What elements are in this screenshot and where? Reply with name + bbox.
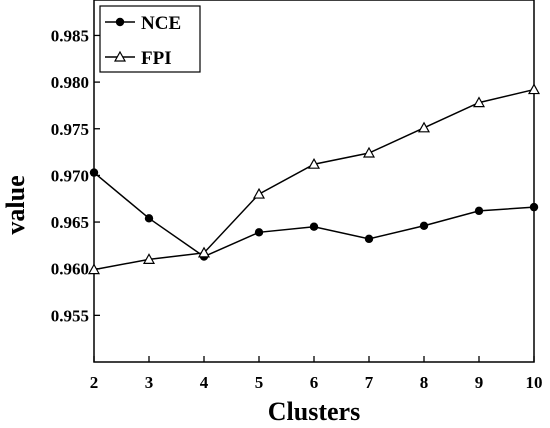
legend-fpi-marker — [113, 50, 127, 62]
x-tick-label: 6 — [310, 373, 319, 392]
x-tick-label: 5 — [255, 373, 264, 392]
y-tick-label: 0.975 — [51, 120, 89, 139]
legend-item-fpi: FPI — [105, 48, 172, 69]
point-fpi — [362, 146, 376, 158]
point-fpi — [527, 83, 541, 95]
x-tick-label: 9 — [475, 373, 484, 392]
legend-nce-label: NCE — [141, 13, 181, 34]
point-nce — [144, 214, 154, 223]
x-tick-label: 10 — [526, 373, 543, 392]
point-fpi — [87, 263, 101, 275]
x-tick-label: 3 — [145, 373, 154, 392]
x-axis-title: Clusters — [268, 397, 360, 426]
point-nce — [529, 202, 539, 212]
point-nce — [89, 168, 99, 177]
y-tick-label: 0.980 — [51, 73, 89, 92]
point-nce — [309, 222, 319, 231]
series-line-nce — [93, 172, 535, 258]
point-fpi — [472, 96, 486, 108]
y-tick-label: 0.970 — [51, 166, 89, 185]
point-fpi — [307, 157, 321, 169]
legend: NCE FPI — [99, 5, 201, 73]
y-tick-label: 0.960 — [51, 260, 89, 279]
x-tick-label: 2 — [90, 373, 99, 392]
y-tick-label: 0.965 — [51, 213, 89, 232]
legend-item-nce: NCE — [105, 13, 181, 34]
y-axis-ticks: 0.955 0.960 0.965 0.970 0.975 0.980 0.985 — [51, 26, 100, 325]
point-fpi — [142, 253, 156, 264]
legend-fpi-label: FPI — [141, 48, 172, 69]
point-fpi — [252, 187, 266, 199]
y-tick-label: 0.955 — [51, 306, 89, 325]
point-nce — [364, 234, 374, 244]
point-fpi — [197, 246, 211, 258]
x-tick-label: 8 — [420, 373, 429, 392]
point-nce — [474, 206, 484, 216]
y-axis-title: value — [1, 175, 30, 234]
series-line-fpi — [93, 88, 535, 271]
x-axis-ticks: 2 3 4 5 6 7 8 9 10 — [90, 356, 543, 392]
legend-nce-marker — [115, 17, 125, 27]
series-layer — [87, 83, 541, 275]
y-tick-label: 0.985 — [51, 26, 89, 45]
point-fpi — [417, 121, 431, 133]
point-nce — [419, 221, 429, 230]
point-nce — [254, 228, 264, 237]
x-tick-label: 7 — [365, 373, 374, 392]
x-tick-label: 4 — [200, 373, 209, 392]
